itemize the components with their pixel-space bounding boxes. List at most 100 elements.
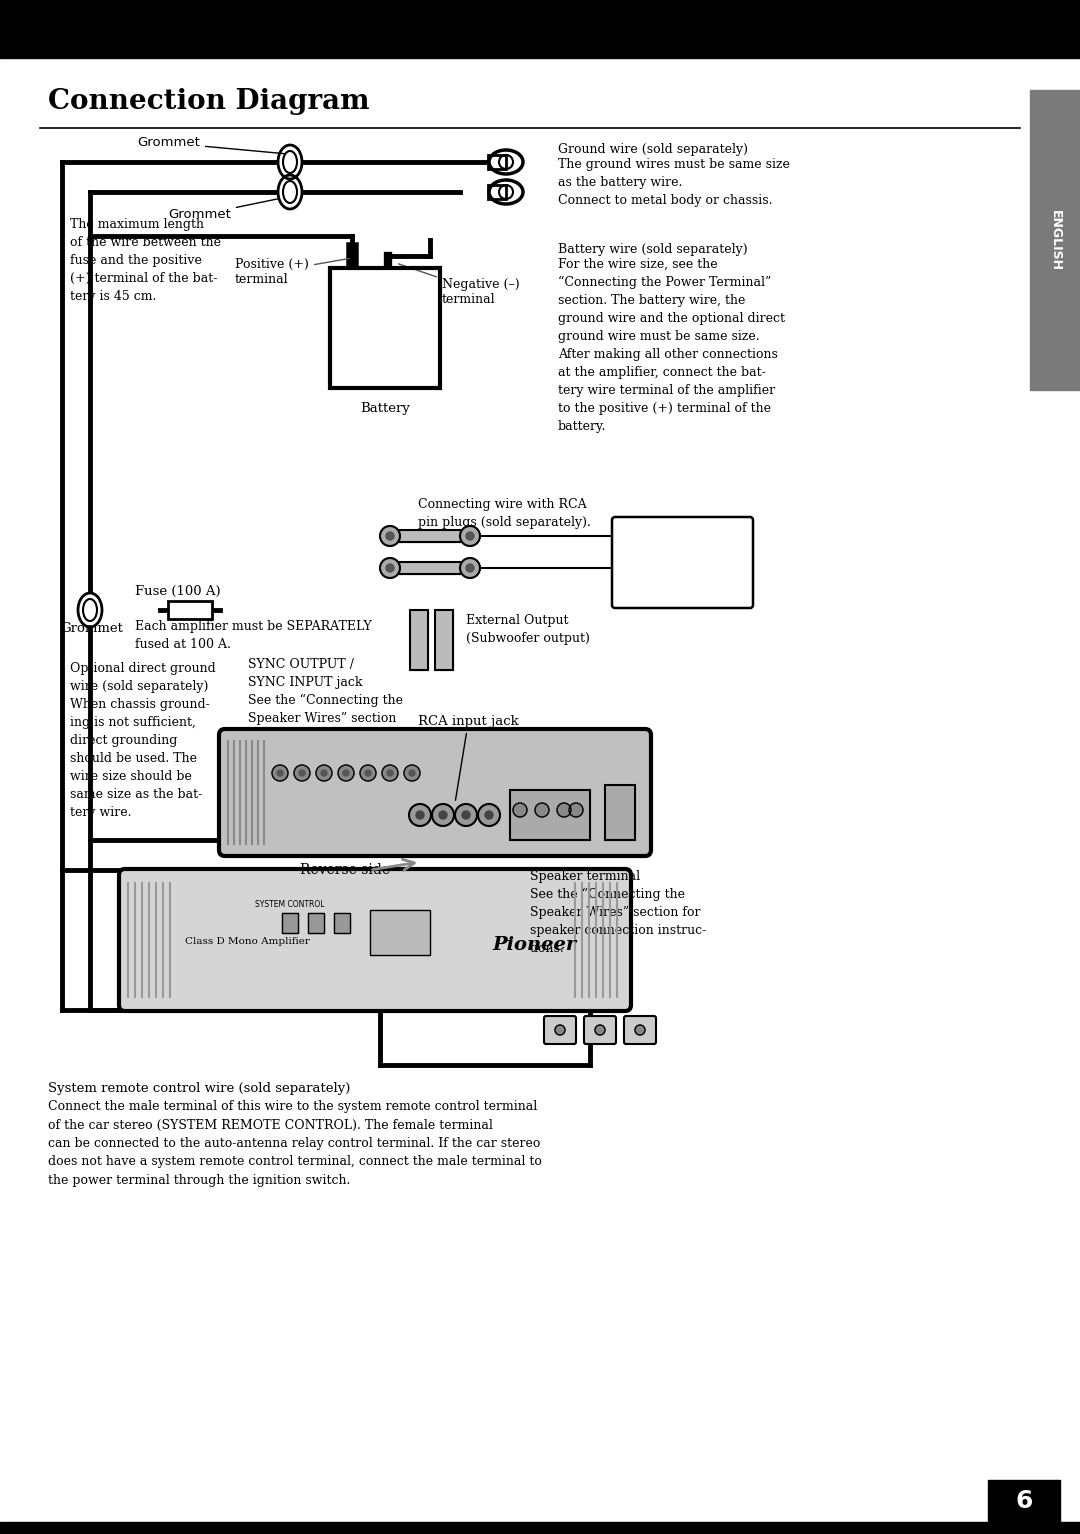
Bar	[488, 186, 507, 199]
Circle shape	[635, 1025, 645, 1035]
Text: Pioneer: Pioneer	[492, 936, 577, 954]
Bar	[988, 1480, 1059, 1522]
Text: Positive (+)
terminal: Positive (+) terminal	[235, 258, 349, 285]
Text: Each amplifier must be SEPARATELY
fused at 100 A.: Each amplifier must be SEPARATELY fused …	[135, 620, 372, 650]
Circle shape	[380, 526, 400, 546]
Circle shape	[343, 770, 349, 776]
Bar	[370, 910, 430, 956]
Bar	[308, 913, 324, 933]
Circle shape	[276, 770, 283, 776]
Circle shape	[465, 532, 474, 540]
Ellipse shape	[78, 594, 102, 627]
Bar	[390, 561, 470, 574]
Text: Optional direct ground
wire (sold separately)
When chassis ground-
ing is not su: Optional direct ground wire (sold separa…	[70, 663, 216, 819]
Bar	[330, 268, 440, 388]
Circle shape	[535, 802, 549, 818]
Bar	[1030, 91, 1080, 390]
Circle shape	[478, 804, 500, 825]
Circle shape	[499, 155, 513, 169]
Bar	[488, 186, 507, 199]
Circle shape	[438, 811, 447, 819]
Text: Negative (–)
terminal: Negative (–) terminal	[399, 264, 519, 305]
Text: The ground wires must be same size
as the battery wire.
Connect to metal body or: The ground wires must be same size as th…	[558, 158, 789, 207]
FancyBboxPatch shape	[612, 517, 753, 607]
Text: For the wire size, see the
“Connecting the Power Terminal”
section. The battery : For the wire size, see the “Connecting t…	[558, 258, 785, 433]
Text: Grommet: Grommet	[168, 198, 280, 221]
FancyBboxPatch shape	[544, 1016, 576, 1045]
Ellipse shape	[489, 150, 523, 173]
FancyBboxPatch shape	[119, 868, 631, 1011]
Bar	[410, 611, 428, 670]
Circle shape	[386, 532, 394, 540]
Bar	[605, 785, 635, 841]
Text: Connect the male terminal of this wire to the system remote control terminal
of : Connect the male terminal of this wire t…	[48, 1100, 542, 1187]
Circle shape	[316, 765, 332, 781]
Circle shape	[404, 765, 420, 781]
Bar	[334, 913, 350, 933]
Bar	[390, 531, 470, 542]
Text: Car stereo with
RCA output
jacks: Car stereo with RCA output jacks	[633, 538, 731, 586]
Bar	[370, 910, 430, 956]
Text: Grommet: Grommet	[60, 621, 123, 635]
FancyBboxPatch shape	[624, 1016, 656, 1045]
Bar	[488, 155, 507, 169]
Bar	[0, 1522, 1080, 1534]
Bar	[334, 913, 350, 933]
Ellipse shape	[278, 175, 302, 209]
Bar	[308, 913, 324, 933]
Circle shape	[455, 804, 477, 825]
FancyBboxPatch shape	[584, 1016, 616, 1045]
Circle shape	[386, 565, 394, 572]
Circle shape	[365, 770, 372, 776]
Text: Battery: Battery	[360, 402, 410, 416]
Text: System remote control wire (sold separately): System remote control wire (sold separat…	[48, 1081, 350, 1095]
Circle shape	[387, 770, 393, 776]
Bar	[510, 790, 590, 841]
Circle shape	[595, 1025, 605, 1035]
Text: RCA input jack: RCA input jack	[418, 715, 518, 801]
Circle shape	[460, 558, 480, 578]
Circle shape	[465, 565, 474, 572]
Circle shape	[462, 811, 470, 819]
Text: External Output
(Subwoofer output): External Output (Subwoofer output)	[465, 614, 590, 644]
Bar	[282, 913, 298, 933]
Circle shape	[432, 804, 454, 825]
FancyBboxPatch shape	[219, 729, 651, 856]
Text: SYSTEM CONTROL: SYSTEM CONTROL	[255, 900, 325, 910]
Circle shape	[338, 765, 354, 781]
Bar	[390, 561, 470, 574]
Text: Battery wire (sold separately): Battery wire (sold separately)	[558, 242, 747, 256]
Circle shape	[272, 765, 288, 781]
Circle shape	[485, 811, 492, 819]
Circle shape	[557, 802, 571, 818]
Bar	[168, 601, 212, 620]
Circle shape	[460, 526, 480, 546]
Circle shape	[555, 1025, 565, 1035]
Circle shape	[499, 186, 513, 199]
Circle shape	[513, 802, 527, 818]
Bar	[330, 268, 438, 387]
Circle shape	[569, 802, 583, 818]
Text: Connecting wire with RCA
pin plugs (sold separately).: Connecting wire with RCA pin plugs (sold…	[418, 499, 591, 529]
Bar	[0, 0, 1080, 58]
Text: The maximum length
of the wire between the
fuse and the positive
(+) terminal of: The maximum length of the wire between t…	[70, 218, 221, 304]
Bar	[605, 785, 635, 841]
Bar	[390, 531, 470, 542]
Text: 6: 6	[1015, 1490, 1032, 1513]
Circle shape	[321, 770, 327, 776]
Bar	[435, 611, 453, 670]
Text: Class D Mono Amplifier: Class D Mono Amplifier	[185, 937, 310, 946]
Bar	[168, 601, 212, 620]
Text: Reverse side: Reverse side	[300, 864, 390, 877]
Text: Ground wire (sold separately): Ground wire (sold separately)	[558, 143, 748, 156]
Text: Fuse (100 A): Fuse (100 A)	[135, 584, 220, 598]
Circle shape	[380, 558, 400, 578]
Circle shape	[409, 804, 431, 825]
Circle shape	[294, 765, 310, 781]
Bar	[510, 790, 590, 841]
Text: SYNC OUTPUT /
SYNC INPUT jack
See the “Connecting the
Speaker Wires” section
for: SYNC OUTPUT / SYNC INPUT jack See the “C…	[248, 658, 403, 779]
Circle shape	[360, 765, 376, 781]
Text: Speaker terminal
See the “Connecting the
Speaker Wires” section for
speaker conn: Speaker terminal See the “Connecting the…	[530, 870, 706, 956]
Bar	[410, 611, 428, 670]
Ellipse shape	[278, 146, 302, 179]
